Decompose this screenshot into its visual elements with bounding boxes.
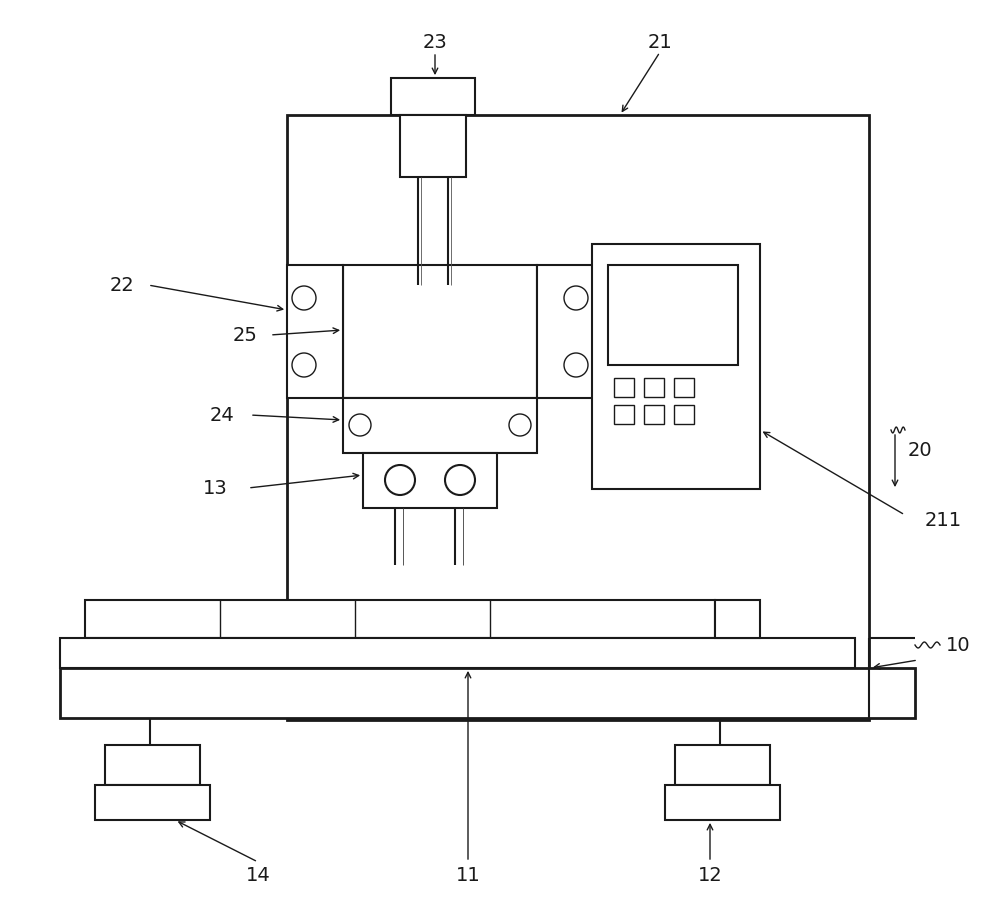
Bar — [537, 265, 593, 398]
Bar — [105, 745, 200, 785]
Text: 11: 11 — [456, 866, 480, 884]
Text: 14: 14 — [246, 866, 270, 884]
Bar — [391, 78, 475, 115]
Bar — [287, 115, 869, 720]
Text: 23: 23 — [423, 32, 447, 52]
Bar — [608, 265, 738, 365]
Bar — [644, 378, 664, 397]
Bar — [674, 378, 694, 397]
Bar — [363, 453, 497, 508]
Bar — [60, 638, 855, 668]
Bar — [715, 600, 760, 638]
Text: 12: 12 — [698, 866, 722, 884]
Bar — [592, 244, 760, 489]
Bar — [674, 405, 694, 424]
Bar — [343, 265, 537, 398]
Text: 20: 20 — [908, 440, 932, 460]
Bar — [60, 668, 915, 718]
Text: 10: 10 — [946, 635, 970, 655]
Bar — [400, 115, 466, 177]
Bar — [675, 745, 770, 785]
Text: 13: 13 — [203, 479, 227, 497]
Bar — [343, 398, 537, 453]
Bar — [614, 405, 634, 424]
Text: 211: 211 — [924, 510, 962, 530]
Text: 22: 22 — [110, 275, 134, 295]
Bar — [85, 600, 715, 638]
Bar — [644, 405, 664, 424]
Bar — [287, 265, 343, 398]
Bar — [95, 785, 210, 820]
Text: 21: 21 — [648, 32, 672, 52]
Text: 24: 24 — [210, 405, 234, 425]
Text: 25: 25 — [233, 325, 257, 344]
Bar — [665, 785, 780, 820]
Bar — [614, 378, 634, 397]
